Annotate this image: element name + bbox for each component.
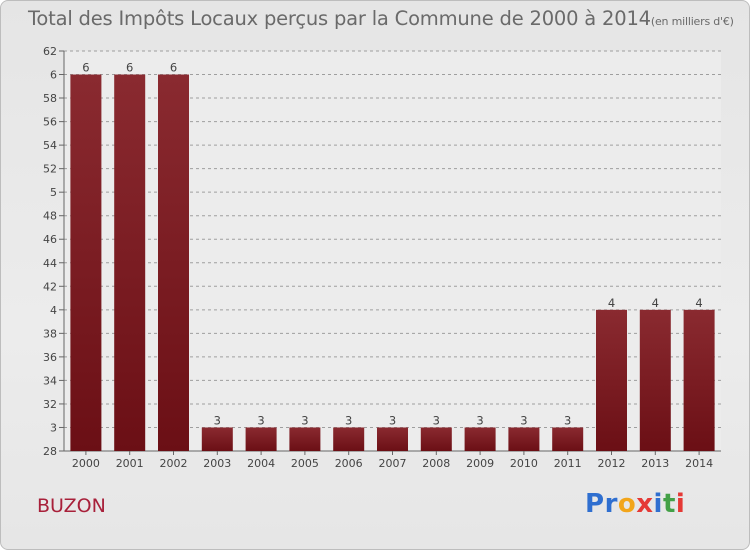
data-label: 3 bbox=[257, 413, 264, 427]
data-label: 4 bbox=[652, 296, 659, 310]
bar bbox=[683, 309, 715, 451]
bar bbox=[289, 427, 321, 451]
y-tick-label: 62 bbox=[43, 45, 57, 58]
data-label: 3 bbox=[345, 413, 352, 427]
bar bbox=[158, 74, 189, 451]
data-label: 3 bbox=[520, 413, 527, 427]
x-tick-label: 2012 bbox=[598, 457, 626, 470]
bar bbox=[552, 427, 584, 451]
data-label: 3 bbox=[301, 413, 308, 427]
data-label: 3 bbox=[476, 413, 483, 427]
y-tick-label: 5 bbox=[50, 186, 57, 199]
y-tick-label: 54 bbox=[43, 139, 57, 152]
x-tick-label: 2010 bbox=[510, 457, 538, 470]
x-tick-label: 2007 bbox=[379, 457, 407, 470]
x-tick-label: 2014 bbox=[685, 457, 713, 470]
chart-unit: (en milliers d'€) bbox=[650, 15, 734, 28]
logo-letter: r bbox=[604, 489, 618, 519]
data-label: 4 bbox=[695, 296, 702, 310]
data-label: 6 bbox=[126, 61, 133, 75]
logo-letter: i bbox=[675, 489, 686, 519]
x-tick-label: 2009 bbox=[466, 457, 494, 470]
data-label: 3 bbox=[564, 413, 571, 427]
x-tick-label: 2006 bbox=[335, 457, 363, 470]
chart-title: Total des Impôts Locaux perçus par la Co… bbox=[28, 7, 734, 30]
x-tick-label: 2011 bbox=[554, 457, 582, 470]
y-tick-label: 34 bbox=[43, 374, 57, 387]
data-label: 6 bbox=[82, 61, 89, 75]
data-label: 3 bbox=[389, 413, 396, 427]
y-tick-label: 28 bbox=[43, 445, 57, 458]
chart-title-text: Total des Impôts Locaux perçus par la Co… bbox=[28, 7, 651, 30]
y-tick-label: 44 bbox=[43, 257, 57, 270]
y-tick-label: 32 bbox=[43, 398, 57, 411]
x-tick-label: 2003 bbox=[203, 457, 231, 470]
logo-letter: x bbox=[636, 489, 654, 519]
bar bbox=[70, 74, 102, 451]
bar bbox=[639, 309, 671, 451]
y-tick-label: 38 bbox=[43, 327, 57, 340]
bar bbox=[420, 427, 452, 451]
logo-letter: i bbox=[653, 489, 663, 519]
bar bbox=[114, 74, 146, 451]
commune-name: BUZON bbox=[37, 495, 106, 517]
logo-letter: P bbox=[585, 489, 605, 519]
x-tick-label: 2005 bbox=[291, 457, 319, 470]
x-tick-label: 2004 bbox=[247, 457, 275, 470]
bar bbox=[201, 427, 233, 451]
y-tick-label: 46 bbox=[43, 233, 57, 246]
bar bbox=[508, 427, 540, 451]
x-tick-label: 2000 bbox=[72, 457, 100, 470]
bar bbox=[377, 427, 408, 451]
y-tick-label: 58 bbox=[43, 92, 57, 105]
x-tick-label: 2002 bbox=[160, 457, 188, 470]
y-tick-label: 48 bbox=[43, 210, 57, 223]
x-tick-label: 2001 bbox=[116, 457, 144, 470]
y-tick-label: 56 bbox=[43, 116, 57, 129]
bar bbox=[245, 427, 277, 451]
bar bbox=[596, 309, 627, 451]
data-label: 3 bbox=[433, 413, 440, 427]
x-tick-label: 2013 bbox=[641, 457, 669, 470]
x-tick-label: 2008 bbox=[422, 457, 450, 470]
y-tick-label: 42 bbox=[43, 280, 57, 293]
data-label: 4 bbox=[608, 296, 615, 310]
data-label: 6 bbox=[170, 61, 177, 75]
data-label: 3 bbox=[214, 413, 221, 427]
proxiti-logo: Proxiti bbox=[585, 489, 685, 519]
logo-letter: t bbox=[662, 489, 676, 519]
y-tick-label: 52 bbox=[43, 163, 57, 176]
bar bbox=[464, 427, 496, 451]
y-tick-label: 6 bbox=[50, 69, 57, 82]
y-tick-label: 4 bbox=[50, 304, 57, 317]
bar bbox=[333, 427, 365, 451]
logo-letter: o bbox=[617, 489, 637, 519]
y-tick-label: 3 bbox=[50, 421, 57, 434]
y-tick-label: 36 bbox=[43, 351, 57, 364]
